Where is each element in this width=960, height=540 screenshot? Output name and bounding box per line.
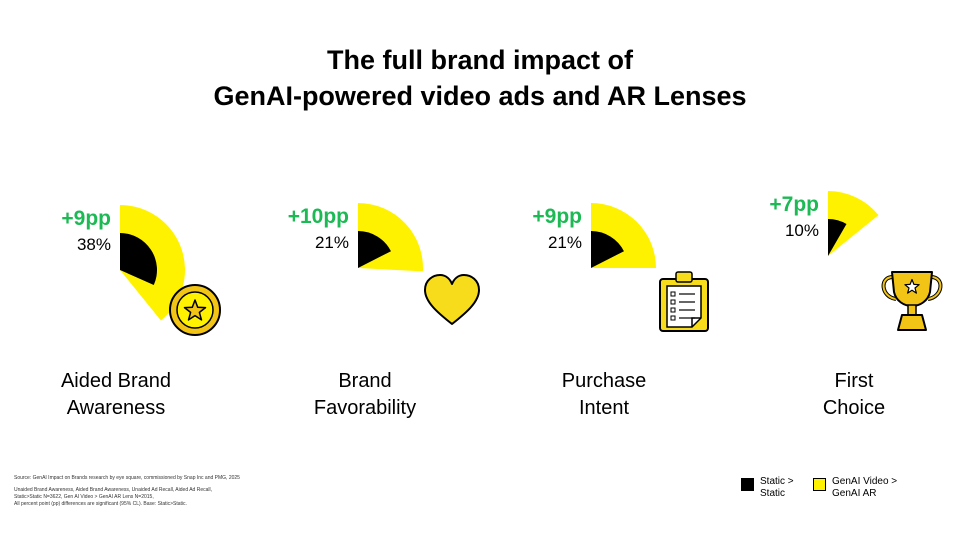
metric-label-line: Brand: [338, 370, 392, 392]
metric-label-line: Awareness: [66, 397, 166, 419]
title-line-1: The full brand impact of: [326, 45, 633, 75]
source-note: Source: GenAI Impact on Brands research …: [14, 475, 240, 481]
metric-label-brand-favorability: Brand Favorability: [265, 368, 465, 422]
radial-bar-group: +7pp 10%: [769, 191, 879, 256]
value-label: 21%: [548, 233, 582, 252]
clipboard-checklist-icon: [659, 271, 709, 332]
legend-item-static: Static > Static: [741, 476, 794, 500]
radial-bar-group: +9pp 38%: [61, 205, 185, 321]
value-label: 10%: [785, 221, 819, 240]
metric-label-line: Purchase: [561, 370, 647, 392]
footnote-line: Static>Static N=3622, Gen AI Video > Gen…: [14, 494, 154, 500]
footnotes: Source: GenAI Impact on Brands research …: [14, 475, 240, 508]
footnote-line: All percent point (pp) differences are s…: [14, 501, 187, 507]
bar-static: [120, 233, 157, 286]
metric-label-line: Favorability: [313, 397, 417, 419]
metric-label-first-choice: First Choice: [754, 368, 954, 422]
metric-label-line: First: [834, 370, 874, 392]
legend-swatch-genai: [813, 478, 826, 491]
chart-title: The full brand impact of GenAI-powered v…: [0, 42, 960, 114]
legend-swatch-static: [741, 478, 754, 491]
legend-label: GenAI Video >: [832, 476, 898, 487]
value-label: 38%: [77, 235, 111, 254]
trophy-icon: [881, 271, 943, 331]
metric-label-line: Choice: [822, 397, 886, 419]
legend-label: Static: [760, 488, 786, 499]
star-medal-icon: [169, 284, 221, 336]
radial-bar-group: +10pp 21%: [288, 203, 423, 272]
uplift-label: +9pp: [61, 207, 111, 230]
metric-label-line: Intent: [578, 397, 630, 419]
uplift-label: +10pp: [288, 205, 349, 228]
bar-static: [828, 219, 847, 256]
bar-static: [591, 231, 624, 268]
legend-item-genai: GenAI Video > GenAI AR: [813, 476, 897, 500]
uplift-label: +7pp: [769, 193, 819, 216]
heart-icon: [424, 274, 480, 325]
bar-genai: [828, 191, 879, 256]
title-line-2: GenAI-powered video ads and AR Lenses: [213, 81, 747, 111]
radial-bar-group: +9pp 21%: [532, 203, 656, 268]
footnote-line: Unaided Brand Awareness, Aided Brand Awa…: [14, 487, 213, 493]
value-label: 21%: [315, 233, 349, 252]
metric-label-line: Aided Brand: [60, 370, 172, 392]
bar-static: [358, 231, 391, 268]
metric-label-aided-brand-awareness: Aided Brand Awareness: [16, 368, 216, 422]
uplift-label: +9pp: [532, 205, 582, 228]
legend-label: GenAI AR: [832, 488, 877, 499]
legend-label: Static >: [760, 476, 794, 487]
metric-label-purchase-intent: Purchase Intent: [504, 368, 704, 422]
